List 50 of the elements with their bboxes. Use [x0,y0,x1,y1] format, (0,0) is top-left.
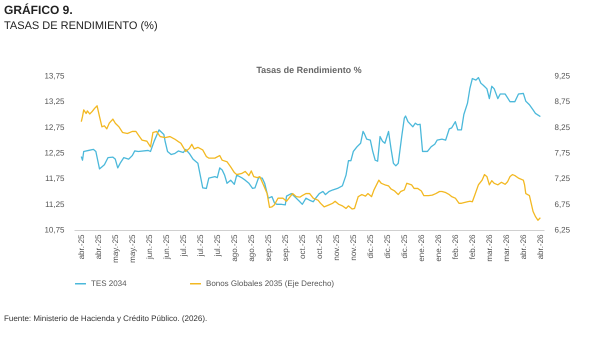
x-tick-label: ene.-26 [434,234,443,262]
y-tick-label: 13,25 [44,97,66,106]
x-tick-label: dic.-25 [382,234,392,259]
y2-tick-label: 6,25 [554,226,571,234]
x-tick-label: dic.-25 [366,234,375,259]
chart-title: GRÁFICO 9. [4,3,73,17]
x-tick-label: abr.-26 [536,234,545,260]
y-tick-label: 11,75 [45,174,66,184]
x-tick-label: ago.-25 [246,234,256,262]
x-tick-label: oct.-25 [314,234,324,259]
y-tick-label: 13,75 [44,72,66,80]
y2-tick-label: 6,75 [554,200,571,209]
line-series [80,76,542,206]
x-tick-label: abr.-25 [94,234,103,260]
x-tick-label: abr.-26 [518,234,528,260]
x-tick-label: ago.-25 [230,234,239,262]
y-tick-label: 11,25 [45,200,66,209]
x-tick-label: oct.-25 [298,234,307,259]
chart-subtitle: TASAS DE RENDIMIENTO (%) [4,20,158,32]
x-tick-label: abr.-25 [76,234,86,260]
x-tick-label: jul.-25 [178,234,188,258]
legend-label: Bonos Globales 2035 (Eje Derecho) [206,278,334,288]
x-tick-label: ene.-26 [416,234,426,262]
x-tick-label: sep.-25 [264,234,273,262]
x-tick-label: jun.-25 [144,234,154,260]
y2-tick-label: 7,75 [554,148,571,158]
x-tick-label: may.-25 [128,234,137,263]
source-note: Fuente: Ministerio de Hacienda y Crédito Público. (2026). [4,314,208,323]
x-tick-label: feb.-26 [450,234,460,260]
x-tick-label: nov.-25 [332,234,341,261]
y-tick-label: 12,75 [44,122,66,132]
x-tick-label: dic.-25 [400,234,409,259]
x-tick-label: jun.-25 [162,234,171,260]
x-tick-label: feb.-26 [468,234,477,260]
legend-label: TES 2034 [91,278,128,288]
y2-tick-label: 8,75 [554,97,571,106]
y2-tick-label: 8,25 [554,122,571,132]
text: Tasas de Rendimiento % [256,65,362,75]
x-tick-label: sep.-25 [280,234,290,262]
y2-tick-label: 7,25 [554,174,571,184]
x-tick-label: may.-25 [110,234,120,263]
y-tick-label: 10,75 [44,226,66,234]
y2-tick-label: 9,25 [554,72,571,80]
line-series [80,105,542,221]
x-tick-label: mar.-26 [484,234,494,262]
x-tick-label: jul.-25 [212,234,222,258]
x-tick-label: jul.-25 [196,234,205,258]
x-tick-label: mar.-26 [502,234,511,262]
y-tick-label: 12,25 [44,148,66,158]
x-tick-label: nov.-25 [348,234,358,261]
